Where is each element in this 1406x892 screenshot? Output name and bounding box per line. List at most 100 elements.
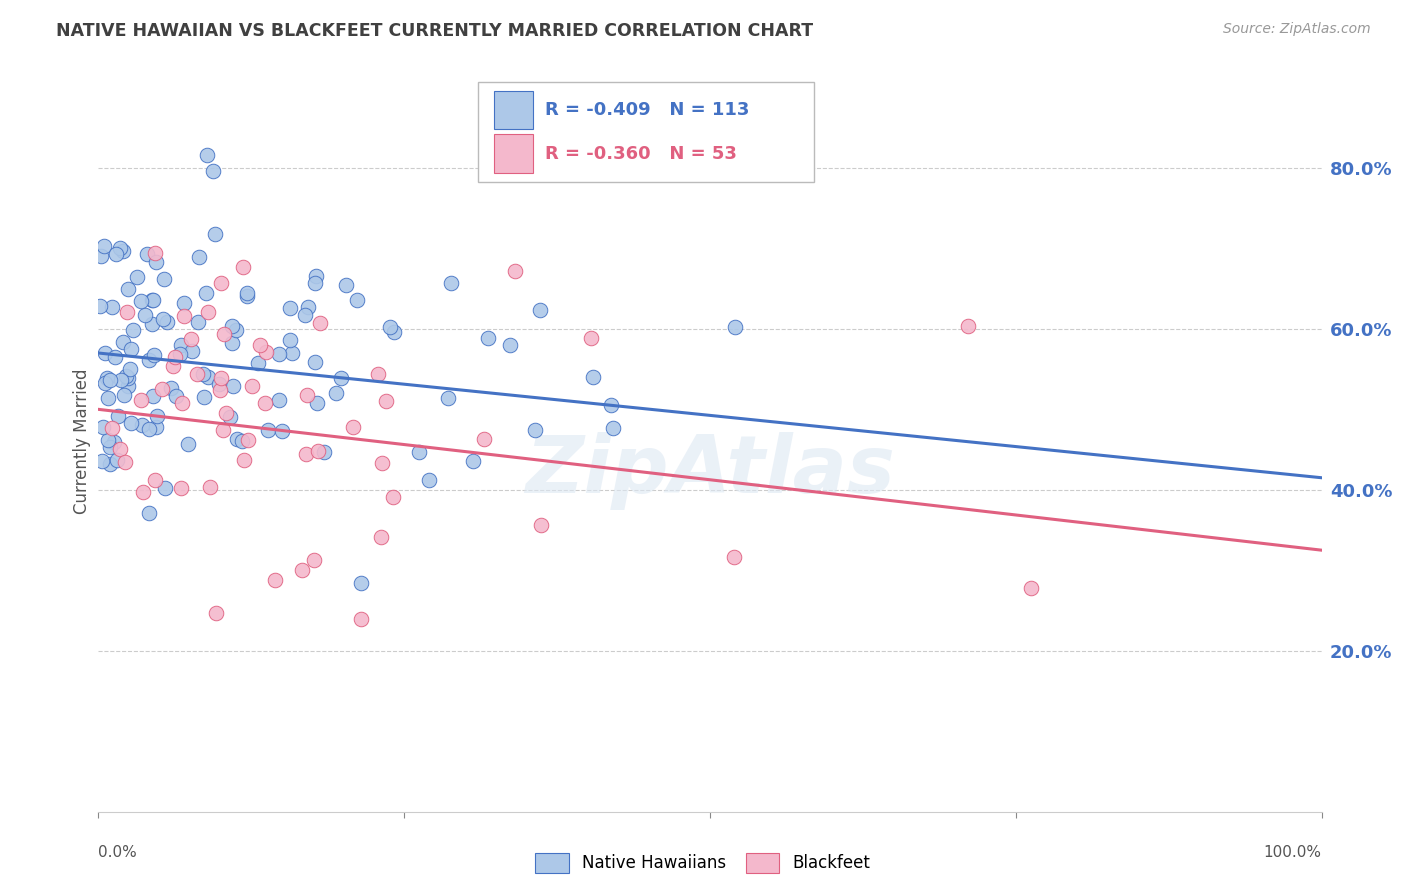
Point	[256, 423, 278, 437]
Point	[187, 251, 209, 265]
Point	[108, 442, 131, 457]
FancyBboxPatch shape	[494, 91, 533, 129]
Point	[278, 301, 301, 315]
Point	[295, 447, 318, 461]
Point	[129, 293, 152, 308]
Point	[374, 394, 396, 409]
Point	[170, 482, 193, 496]
Point	[107, 409, 129, 424]
Point	[142, 293, 165, 307]
Point	[120, 416, 142, 430]
Point	[122, 323, 145, 337]
Point	[91, 420, 114, 434]
Point	[169, 347, 191, 361]
Point	[145, 419, 167, 434]
Point	[335, 278, 357, 293]
Point	[270, 424, 292, 438]
Point	[173, 310, 195, 324]
Point	[170, 338, 193, 352]
Point	[530, 517, 553, 532]
Point	[186, 368, 208, 382]
Point	[163, 350, 186, 364]
Point	[418, 473, 440, 487]
FancyBboxPatch shape	[494, 135, 533, 173]
Point	[499, 338, 522, 352]
Point	[98, 440, 121, 454]
Point	[112, 244, 135, 258]
Point	[254, 396, 277, 410]
Point	[226, 432, 249, 446]
Point	[330, 371, 353, 385]
Point	[120, 342, 142, 356]
Point	[117, 379, 139, 393]
Point	[380, 319, 402, 334]
Point	[112, 388, 135, 402]
Point	[89, 299, 111, 313]
Point	[193, 390, 215, 404]
Point	[314, 445, 336, 459]
Point	[232, 453, 254, 467]
Point	[105, 246, 128, 260]
Point	[225, 324, 247, 338]
Point	[232, 260, 254, 274]
Point	[346, 293, 368, 307]
Point	[180, 332, 202, 346]
Point	[477, 331, 499, 345]
Point	[957, 318, 980, 333]
Point	[138, 422, 160, 436]
Point	[440, 276, 463, 290]
Point	[309, 316, 332, 330]
Point	[96, 370, 118, 384]
Point	[297, 300, 319, 314]
Point	[135, 246, 157, 260]
Point	[371, 456, 394, 470]
Point	[246, 356, 269, 370]
Point	[350, 575, 373, 590]
Point	[202, 163, 225, 178]
Point	[294, 308, 316, 322]
Point	[529, 302, 551, 317]
Point	[104, 351, 127, 365]
Point	[165, 388, 187, 402]
Point	[723, 319, 745, 334]
Point	[382, 325, 405, 339]
Point	[280, 333, 302, 347]
Point	[302, 553, 325, 567]
Point	[197, 305, 219, 319]
Point	[181, 344, 204, 359]
Point	[94, 346, 117, 360]
Point	[370, 530, 392, 544]
Point	[205, 606, 228, 620]
Point	[134, 308, 156, 322]
Point	[236, 289, 259, 303]
Point	[581, 331, 603, 345]
Point	[138, 506, 160, 520]
Point	[131, 417, 153, 432]
Point	[142, 389, 165, 403]
Point	[209, 277, 232, 291]
Point	[249, 338, 271, 352]
Point	[98, 373, 121, 387]
Text: NATIVE HAWAIIAN VS BLACKFEET CURRENTLY MARRIED CORRELATION CHART: NATIVE HAWAIIAN VS BLACKFEET CURRENTLY M…	[56, 22, 813, 40]
Text: R = -0.409   N = 113: R = -0.409 N = 113	[546, 101, 749, 119]
Point	[231, 434, 253, 448]
Point	[209, 371, 232, 385]
Point	[105, 452, 128, 467]
Point	[115, 304, 138, 318]
Point	[382, 491, 405, 505]
Point	[141, 293, 163, 307]
Point	[138, 352, 160, 367]
Point	[110, 373, 132, 387]
Point	[238, 434, 260, 448]
Point	[307, 443, 329, 458]
Point	[408, 445, 430, 459]
Point	[145, 245, 167, 260]
Point	[240, 379, 263, 393]
Point	[145, 255, 167, 269]
Point	[267, 347, 290, 361]
Point	[602, 421, 624, 435]
Point	[304, 355, 326, 369]
Point	[103, 435, 125, 450]
Point	[208, 384, 231, 398]
Point	[195, 286, 218, 301]
